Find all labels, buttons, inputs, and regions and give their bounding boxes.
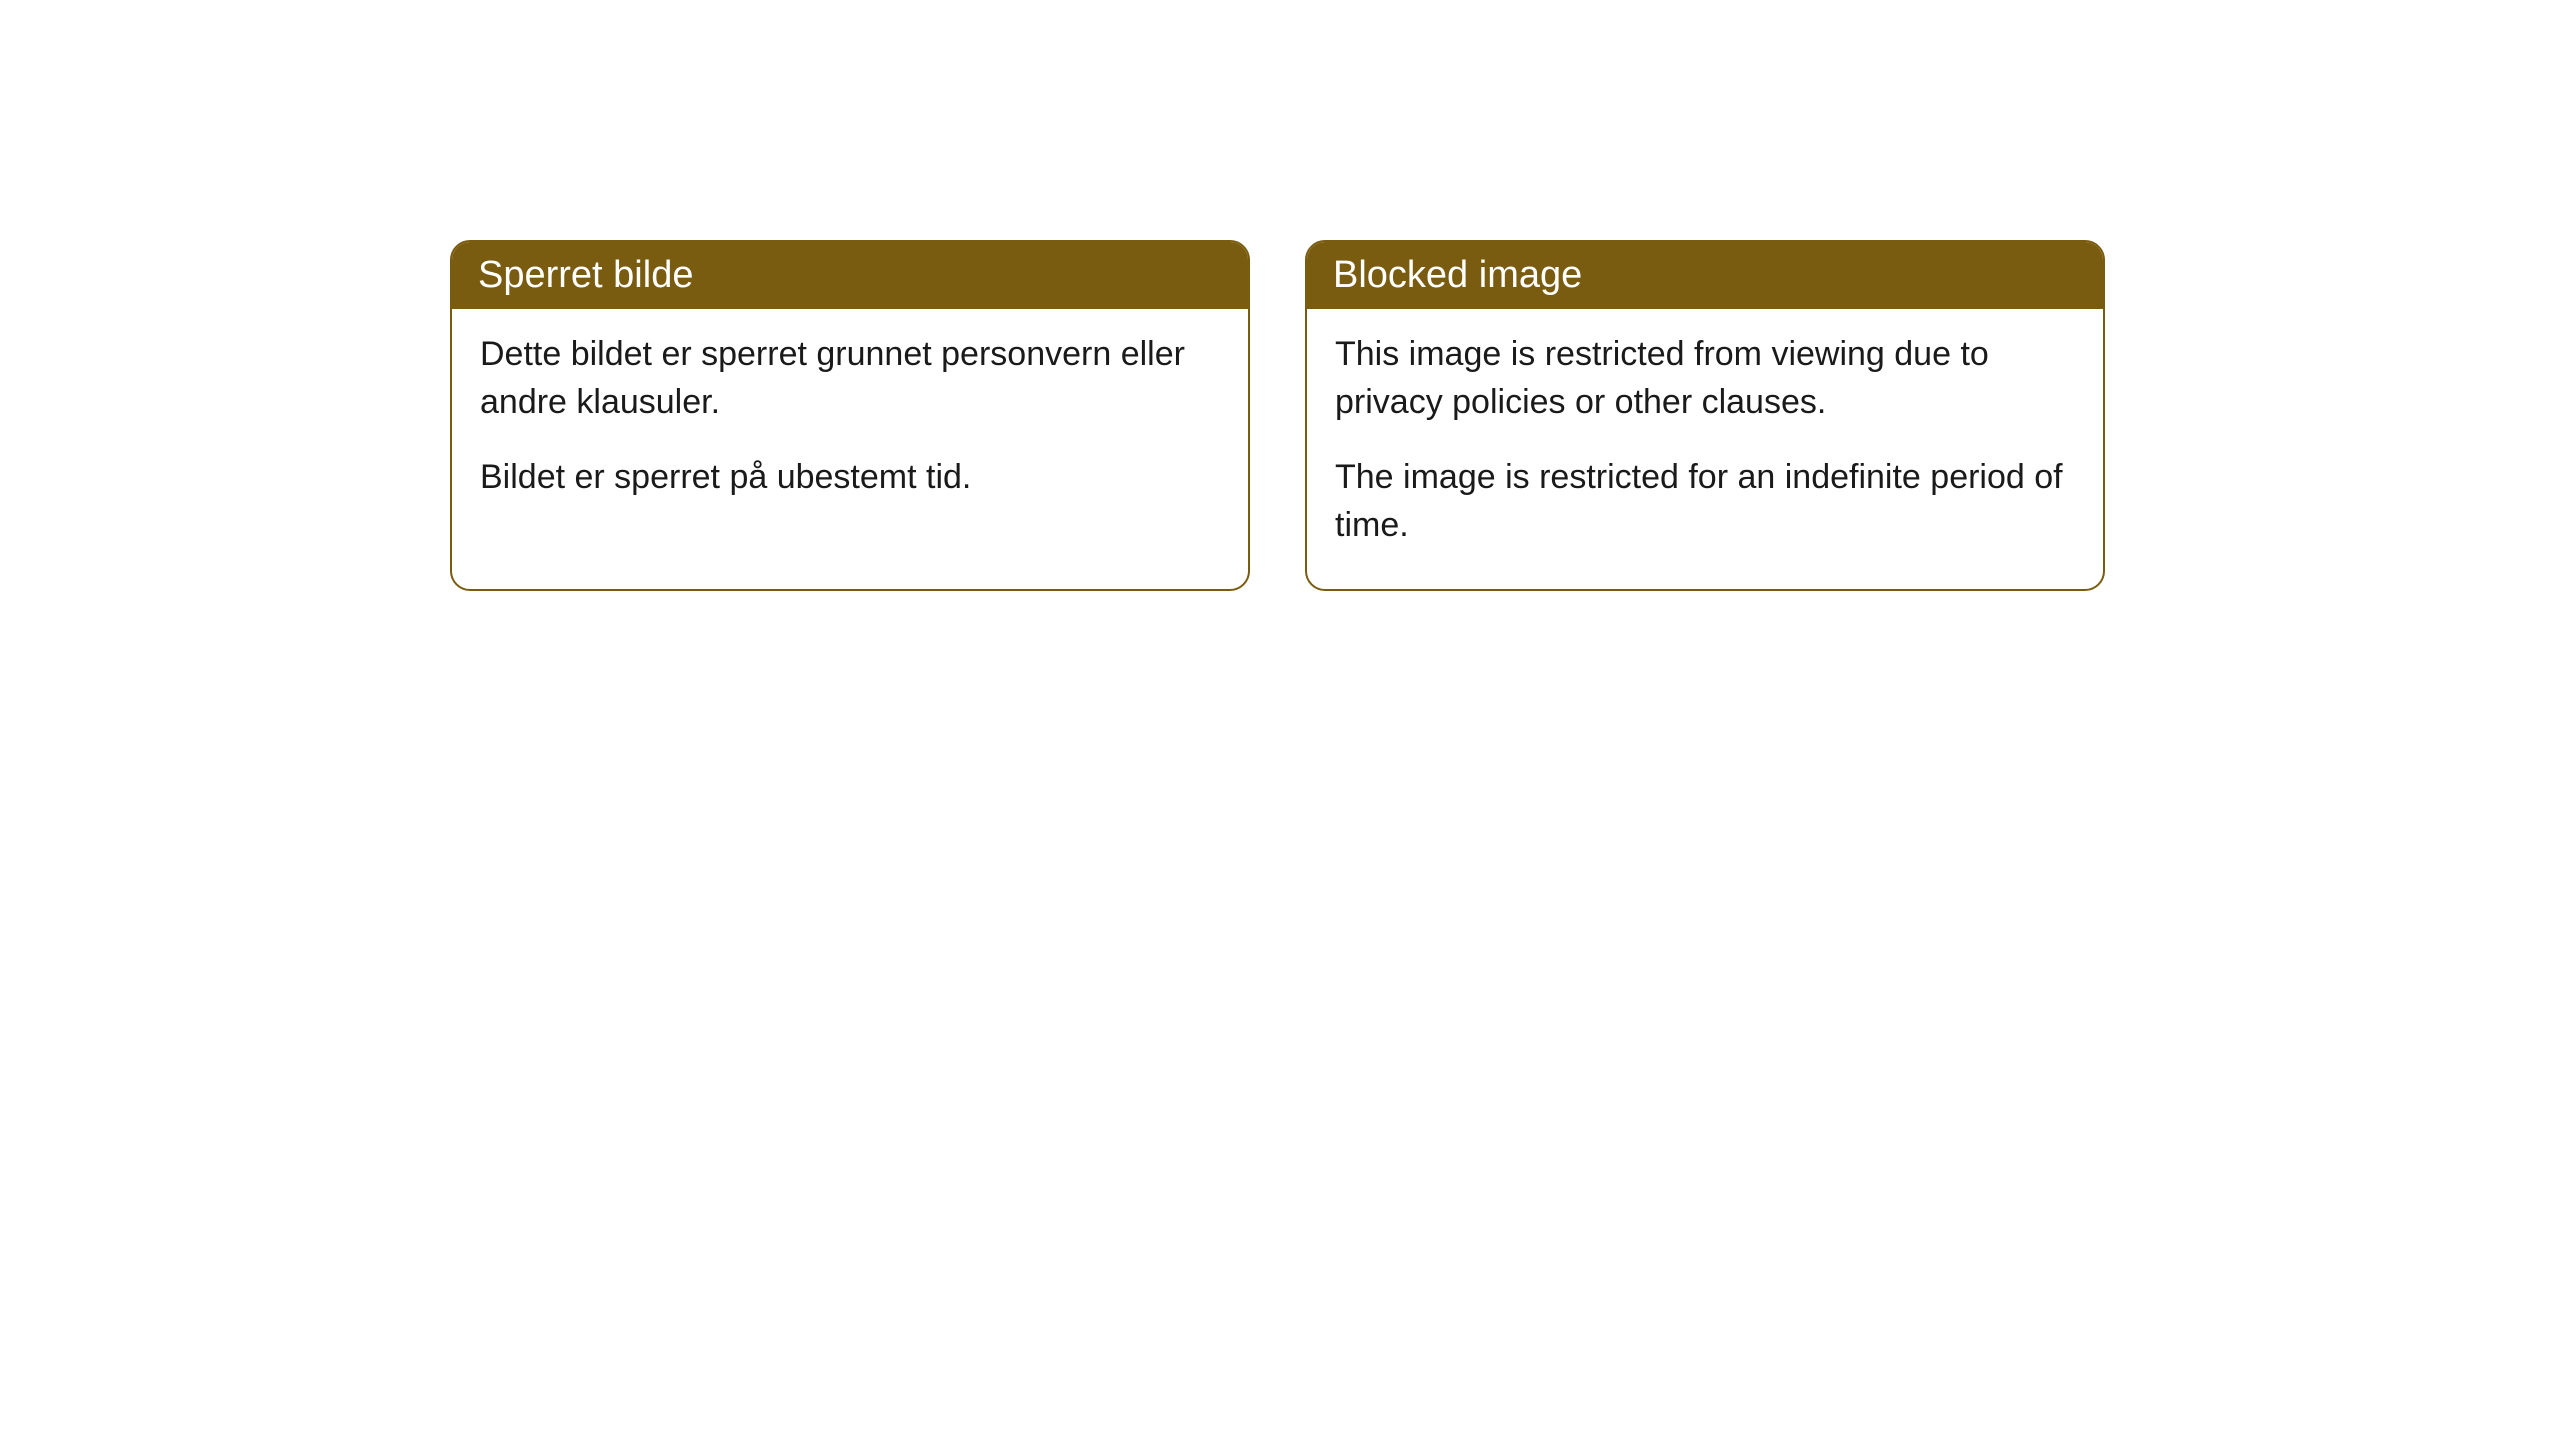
card-body-norwegian: Dette bildet er sperret grunnet personve… [452,309,1248,542]
notice-card-english: Blocked image This image is restricted f… [1305,240,2105,591]
card-paragraph: This image is restricted from viewing du… [1335,331,2075,426]
card-paragraph: Dette bildet er sperret grunnet personve… [480,331,1220,426]
notice-cards-container: Sperret bilde Dette bildet er sperret gr… [450,240,2105,591]
card-title: Sperret bilde [478,254,693,296]
card-header-english: Blocked image [1307,242,2103,309]
card-body-english: This image is restricted from viewing du… [1307,309,2103,589]
notice-card-norwegian: Sperret bilde Dette bildet er sperret gr… [450,240,1250,591]
card-header-norwegian: Sperret bilde [452,242,1248,309]
card-title: Blocked image [1333,254,1582,296]
card-paragraph: The image is restricted for an indefinit… [1335,454,2075,549]
card-paragraph: Bildet er sperret på ubestemt tid. [480,454,1220,502]
